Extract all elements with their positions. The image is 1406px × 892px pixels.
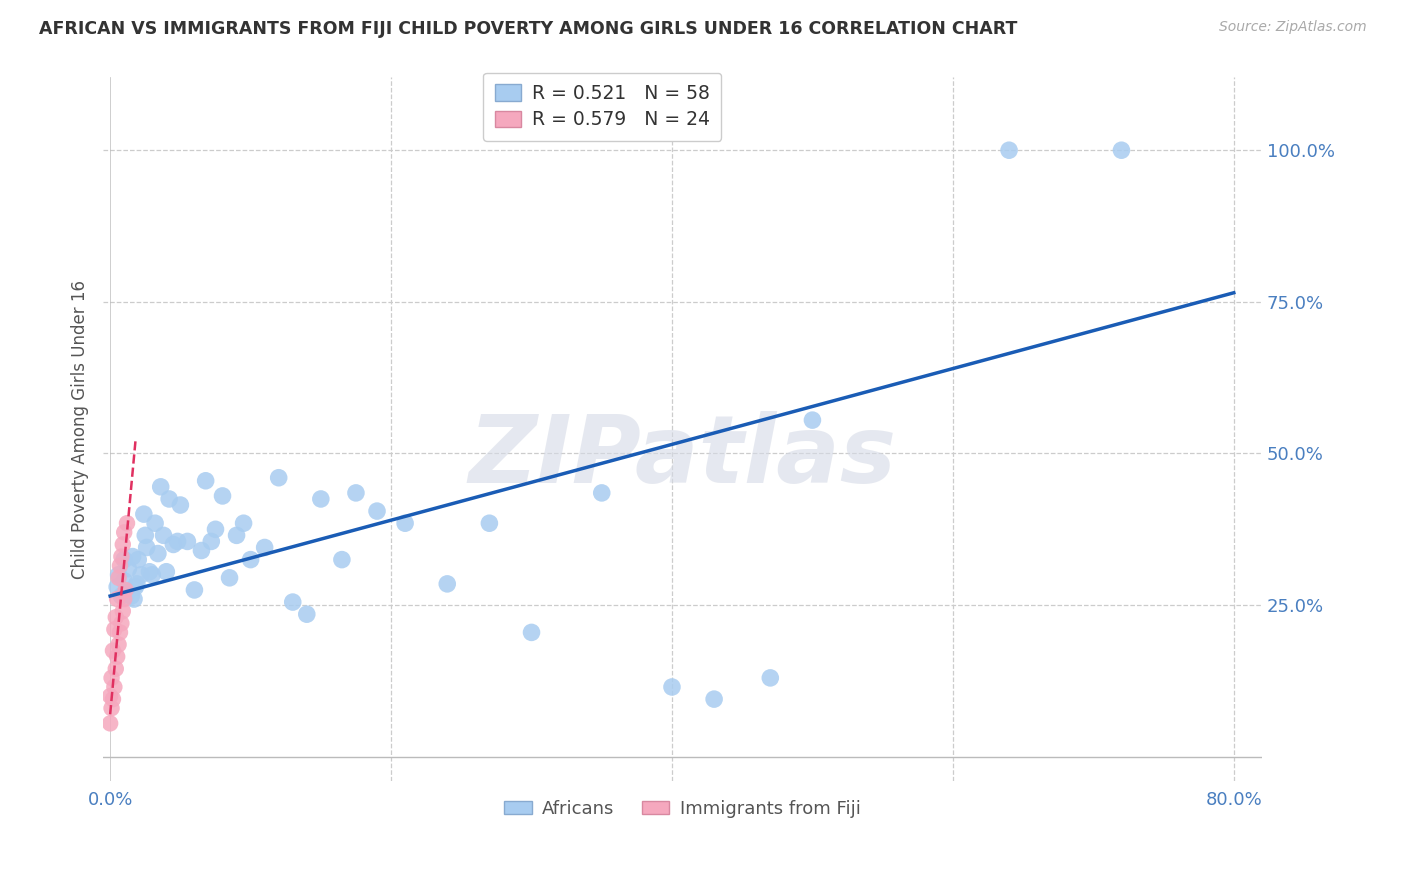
Point (176, 534, 198, 549)
Point (169, 498, 191, 512)
Point (295, 607, 318, 622)
Point (253, 541, 276, 555)
Point (149, 480, 172, 494)
Point (115, 516, 138, 531)
Point (132, 507, 155, 521)
Point (998, 143, 1021, 157)
Point (122, 592, 145, 607)
Point (759, 671, 782, 685)
Point (141, 567, 163, 582)
Point (520, 625, 543, 640)
Point (115, 586, 138, 600)
Point (135, 541, 157, 555)
Point (108, 558, 131, 573)
Point (112, 574, 135, 588)
Point (162, 537, 184, 551)
Point (200, 534, 222, 549)
Point (100, 701, 122, 715)
Point (703, 692, 725, 706)
Point (134, 528, 156, 542)
Point (143, 516, 166, 531)
Point (120, 589, 142, 603)
Point (155, 565, 177, 579)
Point (127, 552, 149, 566)
Point (281, 595, 304, 609)
Point (138, 565, 160, 579)
Point (104, 610, 127, 624)
Point (211, 489, 233, 503)
Text: Source: ZipAtlas.com: Source: ZipAtlas.com (1219, 20, 1367, 34)
Point (114, 582, 136, 597)
Point (218, 571, 240, 585)
Point (591, 486, 613, 500)
Point (661, 680, 683, 694)
Point (101, 692, 124, 706)
Point (194, 474, 217, 488)
Point (98, 689, 121, 703)
Point (105, 592, 128, 607)
Point (394, 516, 416, 531)
Point (121, 549, 143, 564)
Point (105, 580, 128, 594)
Point (152, 528, 174, 542)
Point (107, 567, 129, 582)
Point (183, 582, 205, 597)
Point (101, 643, 124, 657)
Point (166, 534, 188, 549)
Point (309, 491, 332, 506)
Point (111, 604, 134, 618)
Y-axis label: Child Poverty Among Girls Under 16: Child Poverty Among Girls Under 16 (72, 280, 89, 579)
Point (232, 516, 254, 531)
Text: ZIPatlas: ZIPatlas (468, 411, 897, 503)
Point (103, 623, 125, 637)
Point (204, 522, 226, 536)
Text: AFRICAN VS IMMIGRANTS FROM FIJI CHILD POVERTY AMONG GIRLS UNDER 16 CORRELATION C: AFRICAN VS IMMIGRANTS FROM FIJI CHILD PO… (39, 20, 1018, 37)
Point (366, 504, 388, 518)
Point (98, 716, 121, 731)
Point (129, 567, 152, 582)
Point (125, 577, 148, 591)
Point (107, 571, 129, 585)
Point (108, 625, 131, 640)
Point (105, 649, 128, 664)
Point (107, 638, 129, 652)
Point (225, 528, 247, 542)
Point (110, 549, 132, 564)
Point (112, 552, 135, 566)
Point (190, 543, 212, 558)
Point (124, 580, 146, 594)
Point (104, 662, 127, 676)
Point (110, 589, 132, 603)
Point (100, 671, 122, 685)
Point (267, 471, 290, 485)
Point (110, 616, 132, 631)
Legend: Africans, Immigrants from Fiji: Africans, Immigrants from Fiji (498, 792, 868, 825)
Point (103, 680, 125, 694)
Point (146, 547, 169, 561)
Point (157, 491, 180, 506)
Point (478, 516, 501, 531)
Point (1111, 143, 1133, 157)
Point (112, 592, 135, 607)
Point (344, 486, 367, 500)
Point (330, 552, 353, 566)
Point (117, 562, 139, 576)
Point (436, 577, 458, 591)
Point (801, 413, 824, 427)
Point (112, 525, 135, 540)
Point (111, 537, 134, 551)
Point (239, 552, 262, 566)
